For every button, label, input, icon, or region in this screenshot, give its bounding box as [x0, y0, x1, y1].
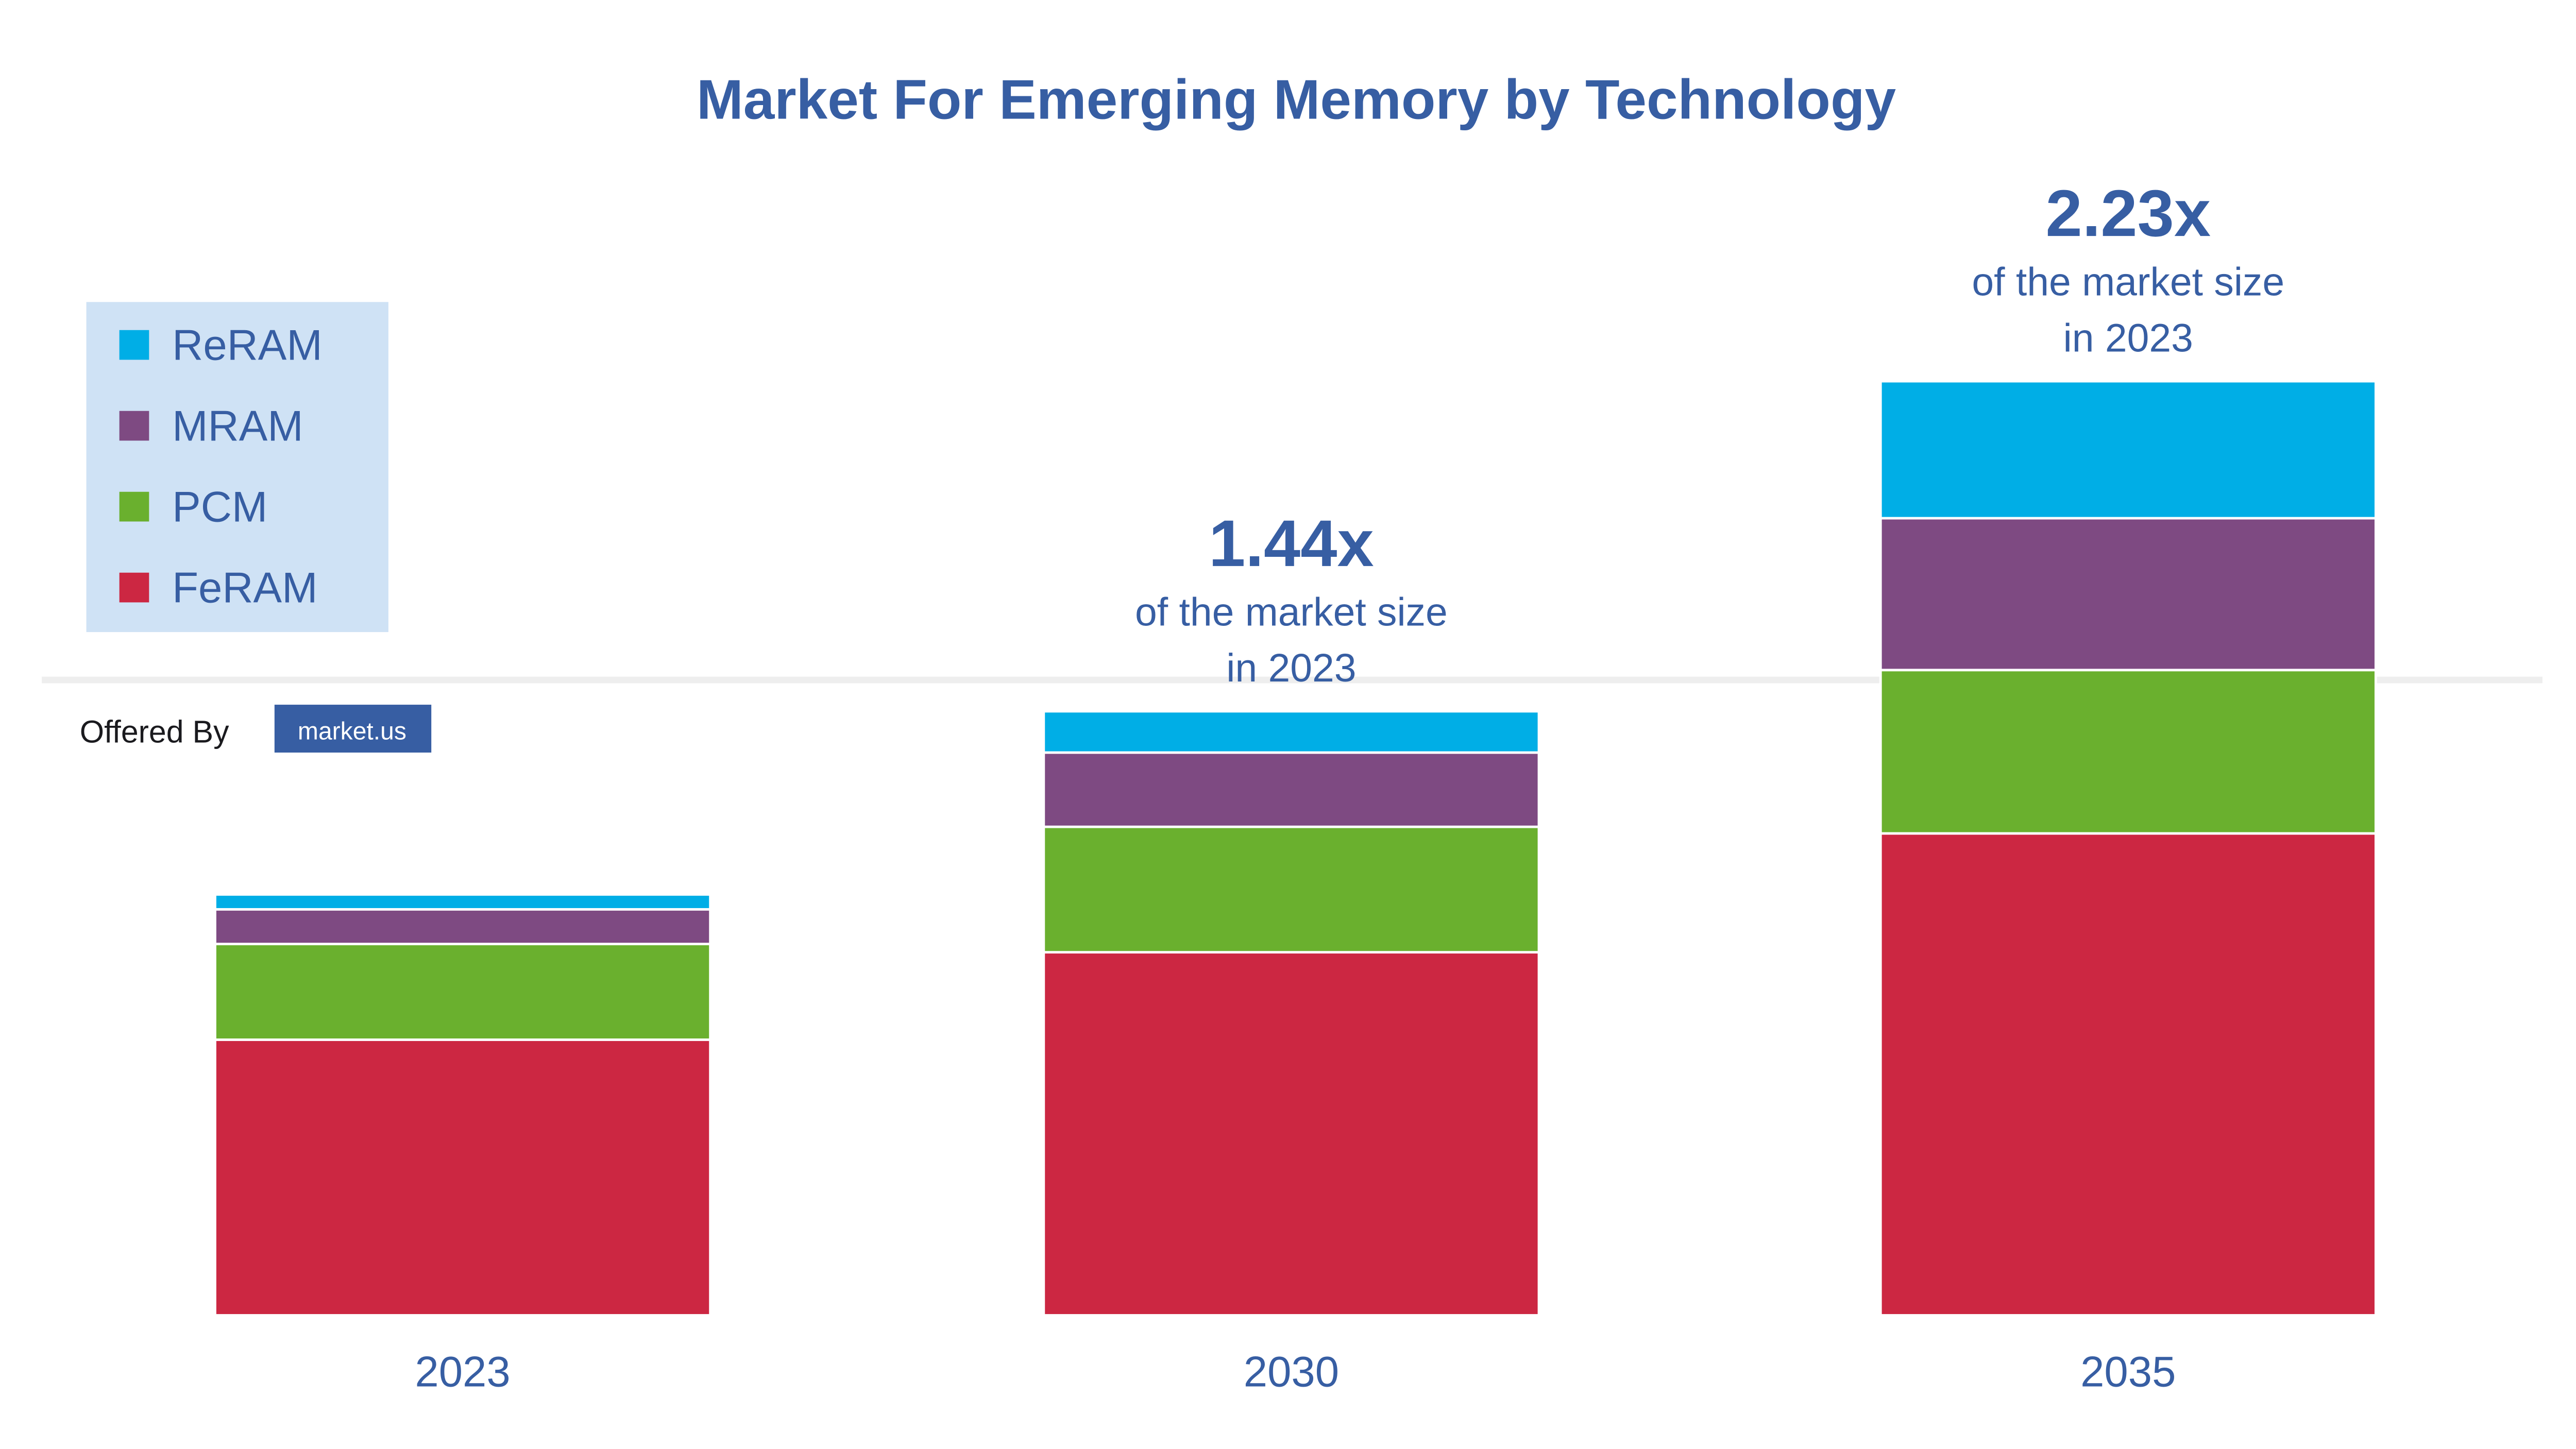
legend-label-reram: ReRAM — [172, 321, 323, 369]
bar-reram-2030 — [1042, 710, 1540, 754]
bar-pcm-2030 — [1042, 825, 1540, 954]
growth-multiplier: 2.23x — [2045, 177, 2211, 250]
bar-pcm-2035 — [1879, 669, 2377, 835]
growth-caption: of the market size — [1135, 590, 1448, 634]
bar-feram-2030 — [1042, 951, 1540, 1317]
legend: ReRAM MRAM PCM FeRAM — [119, 321, 323, 611]
bar-mram-2023 — [214, 908, 712, 946]
x-axis-labels: 2023 2030 2035 — [415, 1348, 2176, 1395]
annotations: 1.44x of the market size in 2023 2.23x of th… — [1135, 177, 2284, 690]
growth-caption-sub: in 2023 — [2063, 316, 2193, 360]
brand-logo — [274, 705, 432, 753]
offered-by-label: Offered By — [80, 714, 229, 749]
bars — [214, 380, 2377, 1317]
legend-label-pcm: PCM — [172, 483, 267, 531]
bar-pcm-2023 — [214, 943, 712, 1041]
bar-reram-2035 — [1879, 380, 2377, 520]
x-tick-label: 2023 — [415, 1348, 510, 1395]
growth-caption: of the market size — [1972, 260, 2284, 304]
growth-caption-sub: in 2023 — [1226, 646, 1356, 690]
bar-feram-2035 — [1879, 832, 2377, 1317]
bar-mram-2035 — [1879, 517, 2377, 672]
legend-swatch-reram — [119, 330, 149, 360]
legend-swatch-mram — [119, 411, 149, 441]
brand-logo-text: market.us — [298, 718, 406, 745]
legend-label-feram: FeRAM — [172, 564, 317, 611]
chart-title: Market For Emerging Memory by Technology — [697, 69, 1896, 131]
bar-reram-2023 — [214, 893, 712, 911]
bar-mram-2030 — [1042, 751, 1540, 828]
bar-feram-2023 — [214, 1038, 712, 1317]
offered-by: Offered By market.us — [80, 705, 432, 753]
legend-label-mram: MRAM — [172, 402, 303, 450]
x-tick-label: 2030 — [1244, 1348, 1339, 1395]
growth-multiplier: 1.44x — [1209, 507, 1374, 581]
legend-swatch-pcm — [119, 491, 149, 522]
x-tick-label: 2035 — [2080, 1348, 2176, 1395]
legend-swatch-feram — [119, 572, 149, 603]
